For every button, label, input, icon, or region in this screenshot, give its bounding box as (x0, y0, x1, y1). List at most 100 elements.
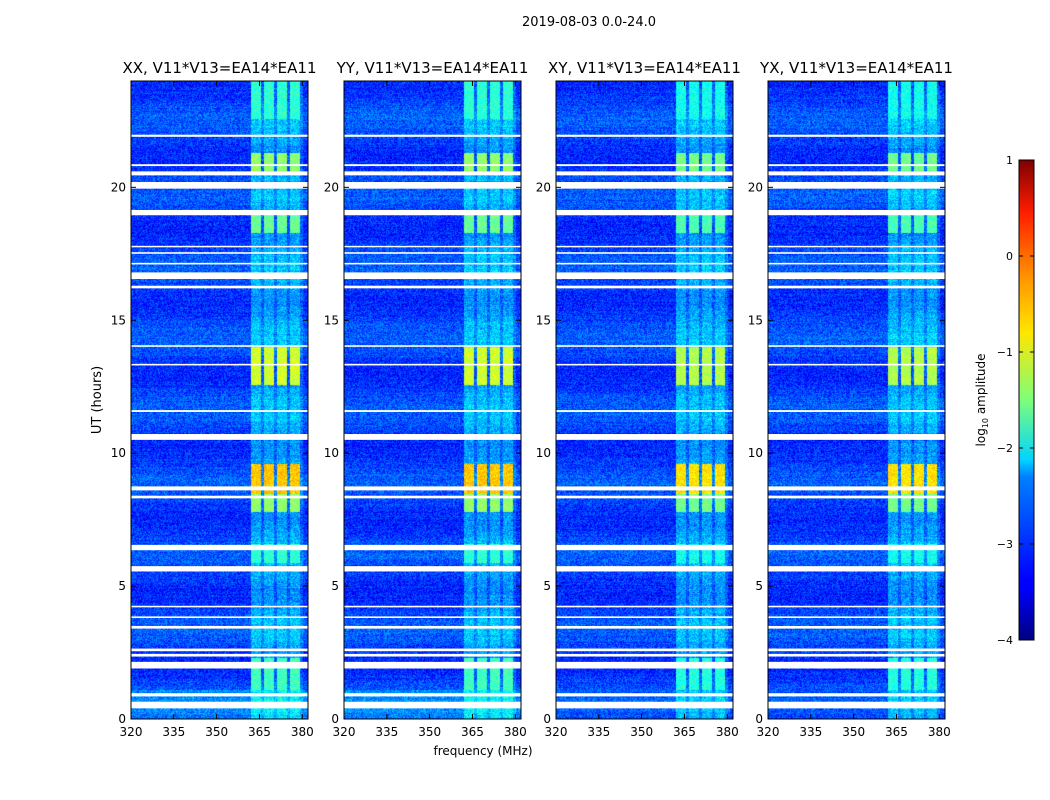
y-tick-label: 20 (324, 180, 339, 194)
flagged-gap (556, 285, 733, 289)
colorbar-ticks: −4 −3 −2 −1 0 1 (997, 154, 1034, 647)
x-tick-label: 320 (333, 725, 356, 739)
axes-frame (130, 80, 309, 720)
flagged-gap (131, 701, 308, 709)
flagged-gap (344, 410, 521, 412)
flagged-gap (556, 625, 733, 629)
flagged-gap (768, 134, 945, 137)
colorbar-tick-label: −3 (997, 538, 1013, 551)
flagged-gap (556, 262, 733, 265)
flagged-gap (131, 252, 308, 254)
flagged-gap (556, 495, 733, 499)
flagged-gap (344, 625, 521, 629)
x-tick-label: 320 (545, 725, 568, 739)
x-tick-label: 380 (504, 725, 527, 739)
flagged-gap (344, 661, 521, 669)
flagged-gap (131, 653, 308, 657)
flagged-gap (344, 486, 521, 491)
y-tick-label: 20 (748, 180, 763, 194)
flagged-gap (131, 262, 308, 265)
flagged-gap (131, 345, 308, 347)
panel-title: YY, V11*V13=EA14*EA11 (336, 59, 529, 77)
x-tick-label: 335 (162, 725, 185, 739)
flagged-gap (131, 182, 308, 189)
flagged-gap (768, 616, 945, 618)
flagged-gap (131, 605, 308, 608)
flagged-gap (556, 209, 733, 216)
flagged-gap (556, 434, 733, 440)
x-tick-label: 335 (375, 725, 398, 739)
flagged-gap (768, 486, 945, 491)
flagged-gap (131, 648, 308, 652)
flagged-gap (131, 544, 308, 551)
flagged-gap (556, 693, 733, 697)
colorbar-label-rest: amplitude (974, 354, 988, 418)
flagged-gap (131, 245, 308, 248)
flagged-gap (344, 653, 521, 657)
flagged-gap (768, 653, 945, 657)
flagged-gap (768, 410, 945, 412)
axes-frame (767, 80, 946, 720)
flagged-gap (768, 544, 945, 551)
colorbar: −4 −3 −2 −1 0 1 log10 amplitude (974, 154, 1035, 647)
flagged-gap (131, 616, 308, 618)
flagged-gap (131, 171, 308, 176)
x-tick-label: 365 (885, 725, 908, 739)
heatmap-image (344, 81, 521, 719)
panel-title: XY, V11*V13=EA14*EA11 (548, 59, 741, 77)
flagged-gap (344, 544, 521, 551)
flagged-gap (344, 285, 521, 289)
flagged-gap (556, 363, 733, 366)
flagged-gap (768, 363, 945, 366)
flagged-gap (768, 345, 945, 347)
flagged-gap (131, 495, 308, 499)
colorbar-tick-label: 1 (1006, 154, 1013, 167)
flagged-gap (556, 616, 733, 618)
x-tick-label: 350 (418, 725, 441, 739)
x-tick-label: 335 (799, 725, 822, 739)
flagged-gap (768, 566, 945, 572)
y-tick-label: 15 (536, 313, 551, 327)
colorbar-gradient (1018, 159, 1035, 641)
colorbar-tick-label: −2 (997, 442, 1013, 455)
y-tick-label: 5 (331, 579, 339, 593)
flagged-gap (768, 252, 945, 254)
flagged-gap (768, 434, 945, 440)
y-tick-label: 15 (324, 313, 339, 327)
panels: XX, V11*V13=EA14*EA11 320 335 350 365 380 0 5 10… (111, 59, 953, 739)
flagged-gap (344, 605, 521, 608)
flagged-gap (344, 434, 521, 440)
flagged-gap (131, 285, 308, 289)
flagged-gap (556, 486, 733, 491)
flagged-gap (556, 661, 733, 669)
flagged-gap (768, 495, 945, 499)
flagged-gap (556, 544, 733, 551)
y-tick-label: 10 (536, 446, 551, 460)
flagged-gap (344, 164, 521, 167)
flagged-gap (768, 701, 945, 709)
flagged-gap (344, 495, 521, 499)
y-tick-label: 0 (118, 712, 126, 726)
y-tick-label: 5 (543, 579, 551, 593)
y-tick-label: 15 (748, 313, 763, 327)
flagged-gap (344, 134, 521, 137)
x-tick-label: 350 (630, 725, 653, 739)
flagged-gap (131, 625, 308, 629)
flagged-gap (556, 252, 733, 254)
flagged-gap (556, 701, 733, 709)
colorbar-label-sub: 10 (981, 418, 990, 428)
flagged-gap (131, 134, 308, 137)
x-tick-label: 365 (248, 725, 271, 739)
flagged-gap (768, 245, 945, 248)
y-tick-label: 10 (111, 446, 126, 460)
figure-suptitle: 2019-08-03 0.0-24.0 (522, 15, 656, 30)
panel-4: YX, V11*V13=EA14*EA11 320 335 350 365 380 0 5 10… (748, 59, 953, 739)
panel-1: XX, V11*V13=EA14*EA11 320 335 350 365 380 0 5 10… (111, 59, 317, 739)
flagged-gap (131, 661, 308, 669)
y-axis-label: UT (hours) (90, 366, 105, 434)
colorbar-tick-label: −1 (997, 346, 1013, 359)
y-tick-label: 0 (543, 712, 551, 726)
y-tick-label: 5 (755, 579, 763, 593)
y-tick-label: 20 (536, 180, 551, 194)
